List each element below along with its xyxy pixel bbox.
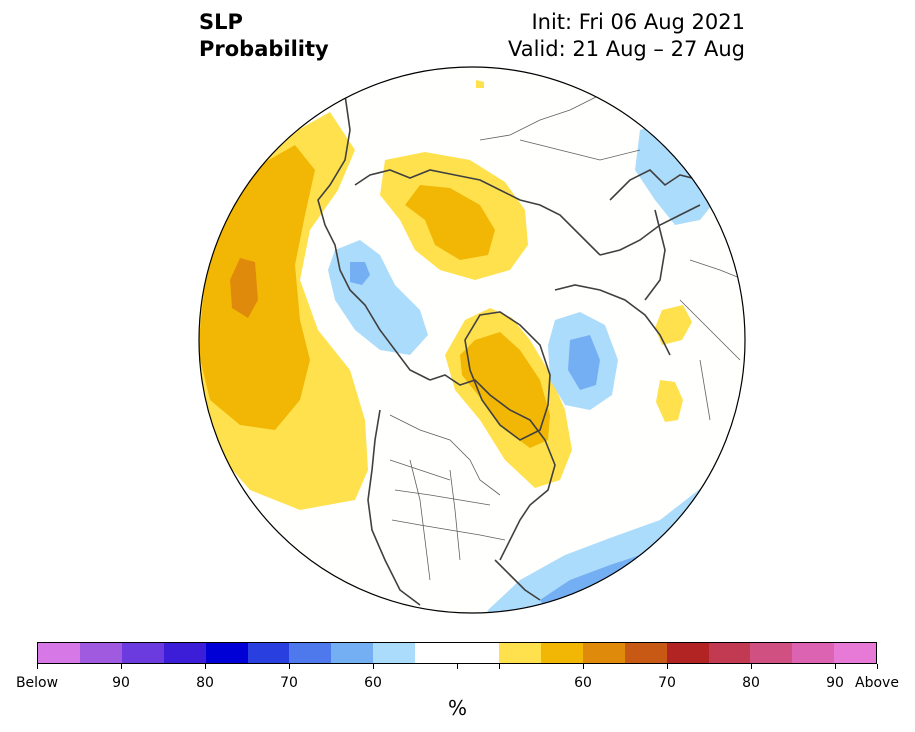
colorbar-segment bbox=[79, 643, 122, 663]
colorbar bbox=[37, 642, 877, 664]
colorbar-segment bbox=[289, 643, 332, 663]
prob-region-norway-above-60 bbox=[476, 80, 484, 88]
colorbar-tick bbox=[876, 664, 878, 669]
colorbar-segment bbox=[38, 643, 80, 663]
colorbar-segment bbox=[163, 643, 206, 663]
colorbar-segment bbox=[415, 643, 458, 663]
colorbar-ticks: Below 90 80 70 60 60 70 80 90 Above bbox=[16, 664, 899, 691]
colorbar-tick bbox=[204, 664, 206, 669]
colorbar-tick-label: 70 bbox=[658, 675, 676, 691]
colorbar-segment bbox=[205, 643, 248, 663]
political-borders bbox=[389, 94, 745, 581]
valid-range: Valid: 21 Aug – 27 Aug bbox=[507, 37, 745, 61]
colorbar-segment bbox=[247, 643, 290, 663]
prob-region-siberia-above-70 bbox=[405, 185, 495, 260]
colorbar-tick-label: 60 bbox=[364, 675, 382, 691]
colorbar-tick bbox=[288, 664, 290, 669]
colorbar-segment bbox=[582, 643, 625, 663]
colorbar-segment bbox=[498, 643, 541, 663]
colorbar-segment bbox=[457, 643, 499, 663]
colorbar-segment bbox=[834, 643, 877, 663]
map-title: SLP Probability bbox=[199, 9, 329, 63]
colorbar-tick bbox=[666, 664, 668, 669]
colorbar-tick-label: 80 bbox=[196, 675, 214, 691]
globe-outline bbox=[198, 66, 746, 614]
colorbar-segment bbox=[792, 643, 835, 663]
colorbar-segment bbox=[331, 643, 374, 663]
colorbar-unit-label: % bbox=[447, 696, 467, 720]
colorbar-tick bbox=[582, 664, 584, 669]
init-date: Init: Fri 06 Aug 2021 bbox=[531, 10, 745, 34]
colorbar-segment bbox=[750, 643, 793, 663]
prob-region-scandinavia-above-60 bbox=[655, 305, 692, 345]
colorbar-tick bbox=[36, 664, 38, 669]
colorbar-tick bbox=[834, 664, 836, 669]
colorbar-tick bbox=[120, 664, 122, 669]
colorbar-tick-label: 60 bbox=[574, 675, 592, 691]
polar-map bbox=[198, 66, 746, 614]
colorbar-tick bbox=[750, 664, 752, 669]
colorbar-tick bbox=[498, 664, 500, 669]
colorbar-tick-label: Above bbox=[855, 675, 899, 691]
colorbar-tick-label: 80 bbox=[742, 675, 760, 691]
colorbar-tick-label: 70 bbox=[280, 675, 298, 691]
colorbar-segment bbox=[624, 643, 667, 663]
prob-region-barents-below-70 bbox=[568, 335, 600, 390]
colorbar-segment bbox=[540, 643, 583, 663]
colorbar-segment bbox=[666, 643, 709, 663]
colorbar-segment bbox=[373, 643, 416, 663]
coastlines bbox=[317, 94, 701, 606]
colorbar-tick bbox=[456, 664, 458, 669]
title-variable: SLP bbox=[199, 10, 243, 34]
valid-period: Init: Fri 06 Aug 2021 Valid: 21 Aug – 27… bbox=[508, 9, 745, 63]
prob-region-chukchi-below-70 bbox=[350, 262, 370, 285]
colorbar-segment bbox=[121, 643, 164, 663]
prob-region-europe-above-60 bbox=[656, 380, 683, 422]
colorbar-tick-label: 90 bbox=[826, 675, 844, 691]
colorbar-segment bbox=[708, 643, 751, 663]
colorbar-tick-label: Below bbox=[15, 675, 59, 691]
title-product: Probability bbox=[199, 37, 329, 61]
prob-region-pacific-above-80 bbox=[230, 258, 258, 318]
colorbar-tick-label: 90 bbox=[112, 675, 130, 691]
colorbar-tick bbox=[372, 664, 374, 669]
